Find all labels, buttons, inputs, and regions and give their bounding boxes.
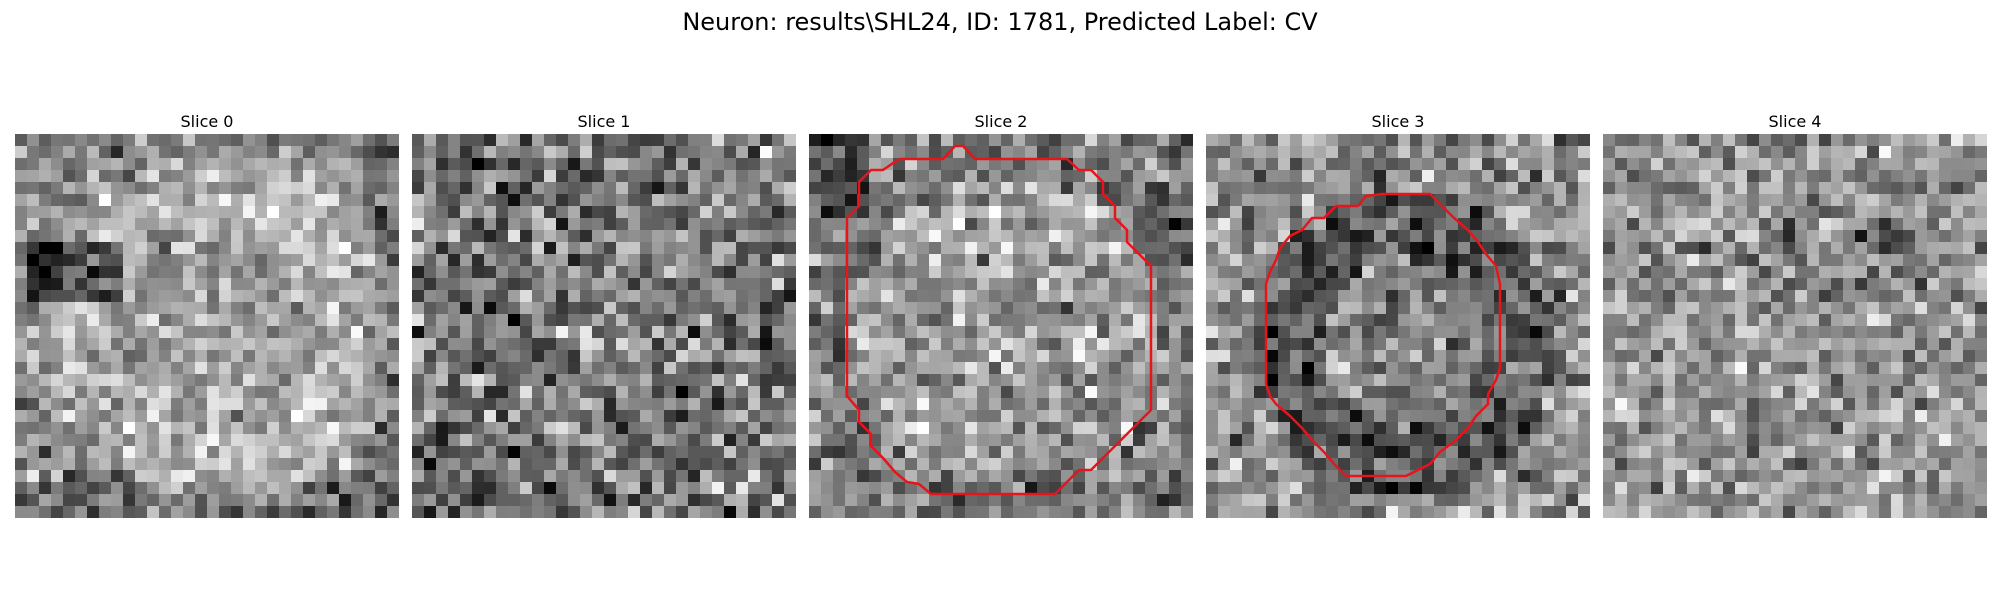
roi-contour-3 — [1264, 192, 1502, 478]
slice-image-frame-3 — [1206, 134, 1590, 518]
slice-panel-4: Slice 4 — [1603, 110, 1987, 518]
slice-panel-3: Slice 3 — [1206, 110, 1590, 518]
slice-image-0 — [15, 134, 399, 518]
slice-image-3 — [1206, 134, 1590, 518]
slice-panel-2: Slice 2 — [809, 110, 1193, 518]
slice-panel-1: Slice 1 — [412, 110, 796, 518]
roi-contour-line-3 — [1264, 192, 1502, 478]
slice-image-frame-2 — [809, 134, 1193, 518]
slice-image-frame-0 — [15, 134, 399, 518]
figure-title: Neuron: results\SHL24, ID: 1781, Predict… — [682, 8, 1318, 36]
slice-image-frame-4 — [1603, 134, 1987, 518]
roi-contour-line-2 — [845, 144, 1153, 496]
slice-title-0: Slice 0 — [180, 112, 234, 131]
slice-title-4: Slice 4 — [1768, 112, 1822, 131]
roi-contour-2 — [845, 144, 1153, 496]
slice-image-1 — [412, 134, 796, 518]
slice-image-2 — [809, 134, 1193, 518]
slice-title-3: Slice 3 — [1371, 112, 1425, 131]
slice-image-4 — [1603, 134, 1987, 518]
slice-image-frame-1 — [412, 134, 796, 518]
slice-title-2: Slice 2 — [974, 112, 1028, 131]
slice-panel-0: Slice 0 — [15, 110, 399, 518]
slice-title-1: Slice 1 — [577, 112, 631, 131]
